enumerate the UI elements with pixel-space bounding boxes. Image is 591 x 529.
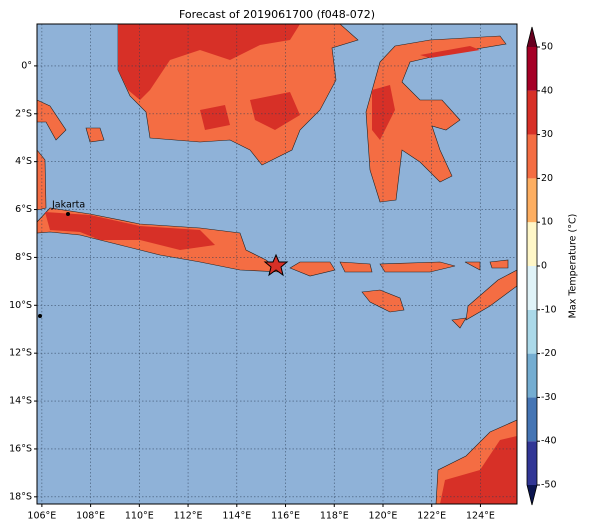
colorbar-tick-label: 50 bbox=[541, 42, 553, 53]
x-tick-label: 110°E bbox=[125, 511, 154, 522]
map-frame bbox=[36, 23, 518, 505]
city-label: Jakarta bbox=[51, 200, 85, 211]
land bbox=[36, 23, 518, 505]
colorbar-segment bbox=[527, 266, 537, 310]
colorbar-tick-label: 30 bbox=[541, 129, 553, 140]
y-tick-label: 6°S bbox=[15, 204, 32, 215]
x-tick-label: 108°E bbox=[76, 511, 105, 522]
y-tick-label: 12°S bbox=[9, 348, 32, 359]
x-tick-label: 106°E bbox=[27, 511, 56, 522]
y-tick-label: 2°S bbox=[15, 108, 32, 119]
x-tick-label: 116°E bbox=[271, 511, 300, 522]
colorbar-over bbox=[527, 27, 537, 47]
colorbar-tick-label: -30 bbox=[541, 392, 557, 403]
city-marker bbox=[38, 314, 42, 318]
colorbar-tick-label: -40 bbox=[541, 436, 557, 447]
colorbar-segment bbox=[527, 309, 537, 354]
colorbar-segment bbox=[527, 90, 537, 135]
x-tick-label: 124°E bbox=[466, 511, 495, 522]
y-tick-label: 8°S bbox=[15, 252, 32, 263]
colorbar-segment bbox=[527, 353, 537, 398]
x-tick-label: 120°E bbox=[369, 511, 398, 522]
colorbar-segment bbox=[527, 397, 537, 442]
x-tick-label: 118°E bbox=[320, 511, 349, 522]
colorbar-segment bbox=[527, 47, 537, 91]
colorbar-tick-label: -20 bbox=[541, 348, 557, 359]
colorbar-tick-label: 10 bbox=[541, 217, 553, 228]
colorbar-under bbox=[527, 485, 537, 505]
y-tick-label: 16°S bbox=[9, 443, 32, 454]
star-marker bbox=[263, 253, 289, 277]
colorbar-segment bbox=[527, 178, 537, 223]
colorbar-segment bbox=[527, 441, 537, 485]
y-tick-label: 10°S bbox=[9, 300, 32, 311]
colorbar-segment bbox=[527, 134, 537, 179]
city-marker bbox=[66, 212, 70, 216]
colorbar-label: Max Temperature (°C) bbox=[568, 214, 579, 319]
colorbar-tick-label: 40 bbox=[541, 85, 553, 96]
y-tick-label: 18°S bbox=[9, 491, 32, 502]
y-tick-label: 14°S bbox=[9, 396, 32, 407]
colorbar-tick-label: 0 bbox=[541, 261, 547, 272]
colorbar-tick-label: -10 bbox=[541, 304, 557, 315]
x-tick-label: 122°E bbox=[417, 511, 446, 522]
colorbar-tick-label: -50 bbox=[541, 480, 557, 491]
map-title: Forecast of 2019061700 (f048-072) bbox=[179, 8, 375, 21]
colorbar-tick-label: 20 bbox=[541, 173, 553, 184]
y-tick-label: 0° bbox=[21, 60, 32, 71]
x-tick-label: 112°E bbox=[174, 511, 203, 522]
x-tick-label: 114°E bbox=[222, 511, 251, 522]
y-tick-label: 4°S bbox=[15, 156, 32, 167]
colorbar-segment bbox=[527, 222, 537, 266]
map-area: Jakarta bbox=[36, 23, 518, 505]
